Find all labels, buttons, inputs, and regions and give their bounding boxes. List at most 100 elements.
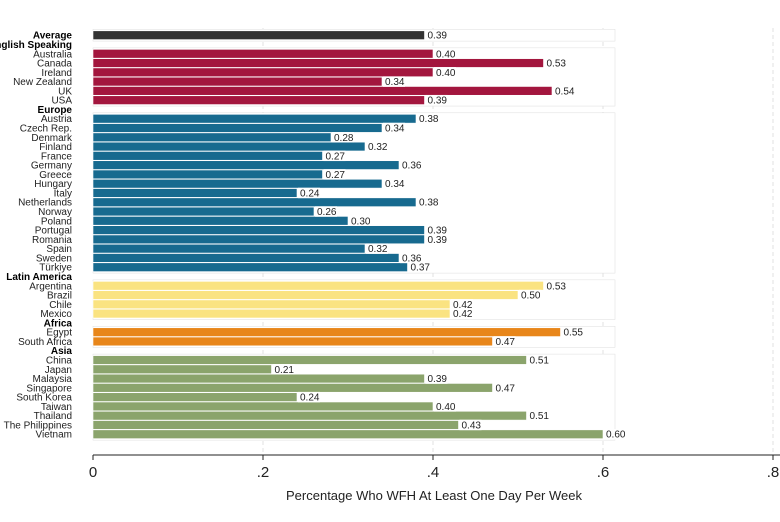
value-label-4-0: 0.55 <box>564 328 584 339</box>
bar-5-7 <box>92 420 459 430</box>
bar-3-0 <box>92 281 544 291</box>
bar-2-8 <box>92 188 298 198</box>
value-label-bg-3-3 <box>451 308 473 319</box>
bar-5-0 <box>92 355 527 365</box>
value-label-bg-2-2 <box>332 132 354 143</box>
bar-2-1 <box>92 123 383 133</box>
group-label-1: English Speaking <box>0 40 72 51</box>
category-label-1-0: Australia <box>33 49 72 60</box>
group-bands <box>92 29 616 441</box>
bar-2-16 <box>92 262 408 272</box>
bar-2-2 <box>92 132 332 142</box>
category-label-2-2: Denmark <box>31 133 73 144</box>
value-label-bg-2-7 <box>383 178 405 189</box>
category-label-5-5: Taiwan <box>41 402 72 413</box>
bar-4-0 <box>92 327 561 337</box>
x-tick-label-4: .8 <box>767 464 780 481</box>
bar-5-1 <box>92 364 272 374</box>
value-label-bg-2-1 <box>383 122 405 134</box>
bar-2-4 <box>92 151 323 161</box>
value-label-1-4: 0.54 <box>555 86 575 97</box>
bar-2-13 <box>92 234 425 245</box>
bar-2-10 <box>92 206 315 217</box>
value-label-bg-2-8 <box>298 187 320 199</box>
value-label-bg-2-11 <box>349 215 371 226</box>
category-label-1-1: Canada <box>37 59 72 70</box>
category-label-1-2: Ireland <box>41 68 72 79</box>
value-label-bg-0-0 <box>425 30 448 41</box>
value-label-bg-5-6 <box>527 410 550 421</box>
value-label-3-3: 0.42 <box>453 309 473 320</box>
x-tick-label-3: .6 <box>597 464 610 481</box>
bar-1-0 <box>92 49 434 59</box>
bar-0-0 <box>92 30 425 40</box>
value-label-2-9: 0.38 <box>419 198 439 209</box>
category-label-2-15: Sweden <box>36 253 72 264</box>
category-label-2-4: France <box>41 151 73 162</box>
value-label-1-5: 0.39 <box>428 96 448 107</box>
bar-5-6 <box>92 410 527 421</box>
value-label-0-0: 0.39 <box>428 31 448 42</box>
category-label-3-2: Chile <box>49 300 72 311</box>
category-label-2-7: Hungary <box>34 179 72 190</box>
bar-5-5 <box>92 401 434 412</box>
value-label-5-1: 0.21 <box>275 365 295 376</box>
group-label-4: Africa <box>44 318 73 329</box>
value-label-1-1: 0.53 <box>547 59 567 70</box>
bar-2-5 <box>92 160 400 170</box>
value-label-2-10: 0.26 <box>317 207 337 218</box>
category-label-5-8: Vietnam <box>35 430 72 441</box>
category-labels: AverageEnglish SpeakingAustraliaCanadaIr… <box>0 31 73 441</box>
value-label-2-16: 0.37 <box>411 263 431 274</box>
value-label-bg-1-5 <box>425 94 448 106</box>
value-label-bg-2-3 <box>366 141 388 152</box>
value-label-bg-5-4 <box>298 391 320 403</box>
bar-1-3 <box>92 76 383 87</box>
value-label-5-2: 0.39 <box>428 374 448 385</box>
value-label-5-4: 0.24 <box>300 393 320 404</box>
value-label-bg-2-10 <box>315 206 337 217</box>
value-label-bg-2-12 <box>425 224 448 236</box>
group-label-2: Europe <box>38 105 73 116</box>
x-axis-title: Percentage Who WFH At Least One Day Per … <box>286 488 582 503</box>
value-label-bg-5-1 <box>272 364 295 375</box>
value-label-bg-5-0 <box>527 354 550 366</box>
value-label-2-6: 0.27 <box>326 170 346 181</box>
value-label-1-3: 0.34 <box>385 77 405 88</box>
category-label-5-7: The Philippines <box>4 420 72 431</box>
value-label-bg-3-0 <box>544 280 567 291</box>
category-label-2-14: Spain <box>46 244 72 255</box>
value-label-2-3: 0.32 <box>368 142 388 153</box>
value-label-bg-1-4 <box>553 85 575 97</box>
category-label-2-0: Austria <box>41 114 73 125</box>
value-label-2-4: 0.27 <box>326 151 346 162</box>
x-tick-label-1: .2 <box>257 464 270 481</box>
value-label-2-15: 0.36 <box>402 253 422 264</box>
category-label-3-0: Argentina <box>29 281 72 292</box>
value-label-1-2: 0.40 <box>436 68 456 79</box>
category-label-2-5: Germany <box>31 161 72 172</box>
category-label-5-4: South Korea <box>16 393 72 404</box>
bar-2-12 <box>92 225 425 235</box>
bar-5-4 <box>92 392 298 402</box>
value-label-2-13: 0.39 <box>428 235 448 246</box>
category-label-4-0: Egypt <box>46 328 72 339</box>
category-label-2-12: Portugal <box>35 226 72 237</box>
category-label-5-3: Singapore <box>26 383 72 394</box>
value-label-bg-2-6 <box>323 169 346 180</box>
bar-2-15 <box>92 253 400 263</box>
value-label-3-1: 0.50 <box>521 291 541 302</box>
value-label-bg-5-5 <box>434 401 456 412</box>
value-label-5-5: 0.40 <box>436 402 456 413</box>
value-label-bg-2-0 <box>417 113 439 124</box>
category-label-2-6: Greece <box>39 170 72 181</box>
value-label-bg-2-13 <box>425 234 448 245</box>
category-label-5-1: Japan <box>45 365 72 376</box>
bar-2-9 <box>92 197 417 207</box>
value-label-5-7: 0.43 <box>462 420 482 431</box>
bar-2-14 <box>92 243 366 254</box>
value-label-3-0: 0.53 <box>547 281 567 292</box>
group-label-5: Asia <box>51 346 73 357</box>
group-label-3: Latin America <box>6 272 72 283</box>
